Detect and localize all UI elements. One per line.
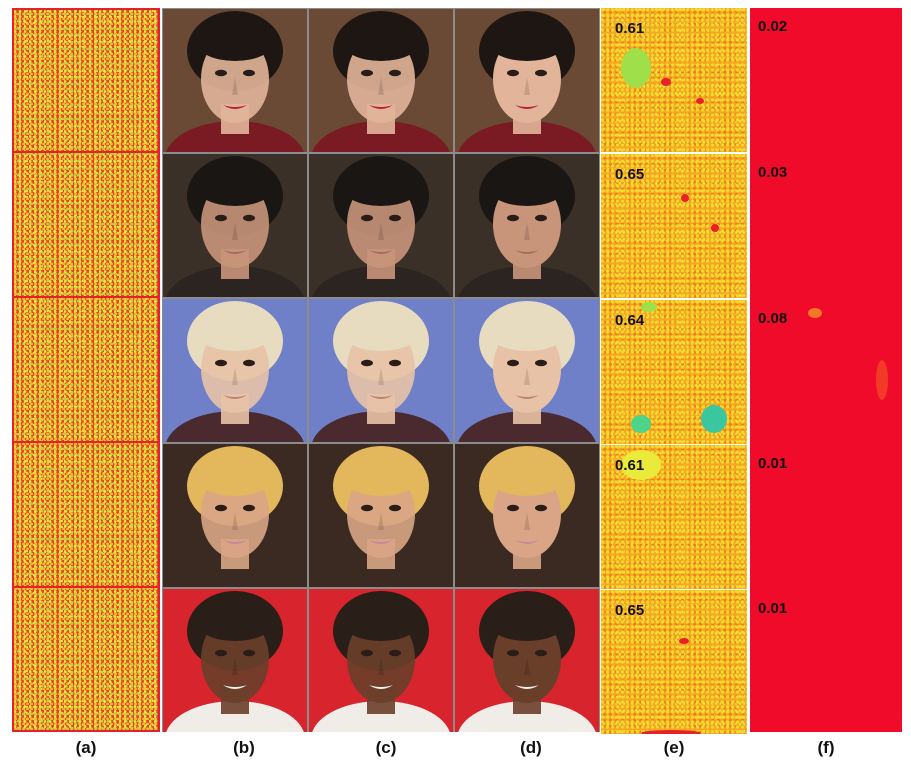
caption-e: (e) — [663, 738, 685, 757]
heatmap-score: 0.65 — [615, 602, 645, 619]
heatmap-blob — [701, 405, 727, 433]
panel-a-separator — [14, 296, 158, 298]
panel-a-noise-column — [12, 8, 160, 732]
heatmap-score: 0.61 — [615, 457, 645, 474]
map-score: 0.03 — [758, 164, 788, 181]
map-score: 0.02 — [758, 18, 788, 35]
heatmap-image: 0.61 — [601, 445, 747, 589]
caption-a: (a) — [75, 738, 97, 757]
face-image — [163, 299, 307, 442]
heatmap-blob — [696, 98, 704, 104]
panel-a-separator — [14, 151, 158, 153]
panel-a-separator — [14, 441, 158, 443]
face-image — [455, 154, 599, 297]
heatmap-blob — [711, 224, 719, 232]
heatmap-blob — [641, 730, 701, 734]
heatmap-blob — [631, 415, 651, 433]
heatmap-score: 0.65 — [615, 166, 645, 183]
map-score: 0.08 — [758, 310, 788, 327]
heatmap-blob — [641, 302, 657, 312]
caption-f: (f) — [817, 738, 835, 757]
face-image — [163, 444, 307, 587]
face-image-grid — [162, 8, 600, 732]
panel-a-separator — [14, 586, 158, 588]
panel-f-map-column: 0.02 0.03 0.08 0.01 0.01 — [750, 8, 902, 732]
map-score: 0.01 — [758, 455, 788, 472]
heatmap-image: 0.65 — [601, 590, 747, 734]
map-image: 0.03 — [750, 154, 902, 298]
heatmap-image: 0.61 — [601, 8, 747, 152]
caption-c: (c) — [375, 738, 397, 757]
face-image — [163, 589, 307, 732]
face-image — [309, 444, 453, 587]
caption-b: (b) — [233, 738, 255, 757]
face-image — [455, 9, 599, 152]
face-image — [455, 589, 599, 732]
face-image — [309, 299, 453, 442]
map-image: 0.08 — [750, 300, 902, 444]
face-image — [163, 9, 307, 152]
heatmap-blob — [621, 450, 661, 480]
face-image — [309, 589, 453, 732]
face-image — [309, 154, 453, 297]
caption-d: (d) — [520, 738, 542, 757]
map-image: 0.02 — [750, 8, 902, 152]
heatmap-image: 0.64 — [601, 300, 747, 444]
map-score: 0.01 — [758, 600, 788, 617]
map-highlight — [876, 360, 888, 400]
face-image — [163, 154, 307, 297]
map-highlight — [808, 308, 822, 318]
heatmap-score: 0.64 — [615, 312, 645, 329]
heatmap-blob — [621, 48, 651, 88]
heatmap-blob — [681, 194, 689, 202]
panel-e-heatmap-column: 0.61 0.65 0.64 0.61 0.65 — [601, 8, 747, 734]
face-image — [455, 444, 599, 587]
map-image: 0.01 — [750, 445, 902, 589]
map-image: 0.01 — [750, 590, 902, 734]
heatmap-score: 0.61 — [615, 20, 645, 37]
face-image — [455, 299, 599, 442]
heatmap-blob — [661, 78, 671, 86]
heatmap-image: 0.65 — [601, 154, 747, 298]
face-image — [309, 9, 453, 152]
heatmap-blob — [679, 638, 689, 644]
